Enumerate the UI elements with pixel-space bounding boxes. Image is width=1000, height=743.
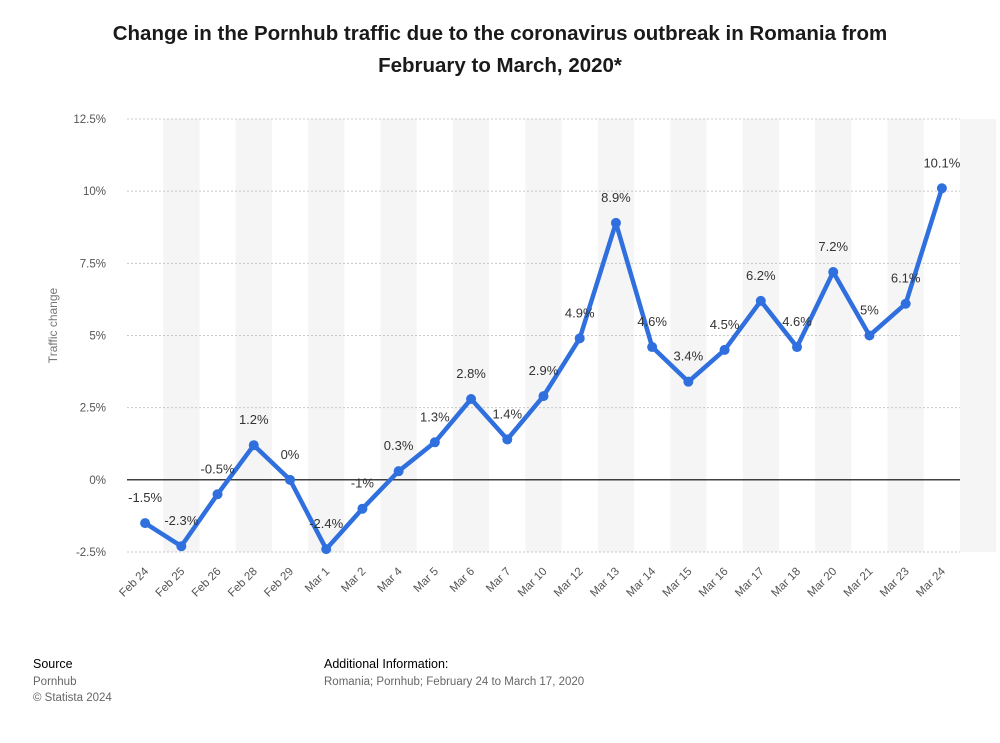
- additional-info-label: Additional Information:: [324, 657, 449, 671]
- data-point: [284, 474, 295, 485]
- data-point: [140, 518, 151, 529]
- data-point: [574, 333, 585, 344]
- source-label: Source: [33, 657, 73, 671]
- chart-title-line2: February to March, 2020*: [378, 54, 622, 77]
- source-name: Pornhub: [33, 676, 77, 688]
- x-tick-label: Mar 6: [448, 566, 477, 595]
- data-label: -1%: [351, 476, 375, 491]
- y-tick-label: 10%: [83, 186, 106, 198]
- x-tick-label: Feb 25: [154, 566, 188, 600]
- data-point: [321, 544, 332, 555]
- data-point: [683, 376, 694, 387]
- data-point: [610, 217, 621, 228]
- x-tick-label: Mar 2: [339, 566, 368, 595]
- x-tick-label: Mar 23: [878, 566, 912, 600]
- data-label: 1.2%: [239, 412, 269, 427]
- data-point: [719, 344, 730, 355]
- y-tick-label: 5%: [89, 331, 106, 343]
- data-label: 6.1%: [891, 271, 921, 286]
- x-tick-label: Feb 24: [117, 565, 151, 599]
- x-tick-label: Mar 17: [733, 566, 767, 600]
- data-label: 2.9%: [529, 363, 559, 378]
- data-label: 10.1%: [923, 155, 960, 170]
- y-axis-label: Traffic change: [46, 287, 60, 363]
- x-tick-label: Mar 12: [552, 566, 586, 600]
- data-point: [212, 489, 223, 500]
- data-point: [248, 440, 259, 451]
- data-point: [755, 295, 766, 306]
- copyright: © Statista 2024: [33, 692, 112, 704]
- column-band: [308, 119, 345, 552]
- x-tick-label: Mar 18: [769, 566, 803, 600]
- x-tick-label: Feb 28: [226, 566, 260, 600]
- x-tick-label: Mar 20: [806, 566, 840, 600]
- y-tick-label: -2.5%: [76, 547, 106, 559]
- data-point: [429, 437, 440, 448]
- x-tick-label: Mar 24: [914, 565, 948, 599]
- data-label: 7.2%: [818, 239, 848, 254]
- data-label: -1.5%: [128, 490, 162, 505]
- x-tick-label: Feb 29: [262, 566, 296, 600]
- data-label: 4.9%: [565, 305, 595, 320]
- y-tick-label: 2.5%: [80, 403, 106, 415]
- y-tick-label: 12.5%: [73, 114, 106, 126]
- data-point: [502, 434, 513, 445]
- x-tick-label: Mar 15: [661, 566, 695, 600]
- additional-info-text: Romania; Pornhub; February 24 to March 1…: [324, 676, 585, 688]
- data-label: 8.9%: [601, 190, 631, 205]
- chart-title-line1: Change in the Pornhub traffic due to the…: [112, 22, 888, 45]
- data-label: 0%: [281, 447, 300, 462]
- data-label: 6.2%: [746, 268, 776, 283]
- data-label: 1.3%: [420, 409, 450, 424]
- x-tick-label: Mar 21: [842, 566, 876, 600]
- data-point: [864, 330, 875, 341]
- column-band: [235, 119, 272, 552]
- x-tick-label: Feb 26: [190, 566, 224, 600]
- data-label: -2.4%: [309, 516, 343, 531]
- data-label: 1.4%: [492, 406, 522, 421]
- x-tick-label: Mar 4: [375, 565, 405, 595]
- data-point: [647, 342, 658, 353]
- data-label: 4.5%: [710, 317, 740, 332]
- x-tick-label: Mar 16: [697, 566, 731, 600]
- data-label: -2.3%: [164, 513, 198, 528]
- data-point: [936, 183, 947, 194]
- data-point: [176, 541, 187, 552]
- data-point: [466, 394, 477, 405]
- data-label: 3.4%: [674, 349, 704, 364]
- data-label: -0.5%: [201, 461, 235, 476]
- x-tick-label: Mar 1: [303, 566, 332, 595]
- data-point: [900, 298, 911, 309]
- data-point: [828, 266, 839, 277]
- data-point: [792, 342, 803, 353]
- y-tick-label: 7.5%: [80, 258, 106, 270]
- data-point: [538, 391, 549, 402]
- data-label: 4.6%: [782, 314, 812, 329]
- column-band: [960, 119, 997, 552]
- x-tick-label: Mar 7: [484, 566, 513, 595]
- data-label: 0.3%: [384, 438, 414, 453]
- x-tick-label: Mar 14: [624, 565, 658, 599]
- data-label: 4.6%: [637, 314, 667, 329]
- data-label: 5%: [860, 303, 879, 318]
- x-tick-label: Mar 10: [516, 566, 550, 600]
- data-point: [393, 466, 404, 477]
- x-tick-label: Mar 5: [412, 566, 441, 595]
- x-tick-label: Mar 13: [588, 566, 622, 600]
- data-label: 2.8%: [456, 366, 486, 381]
- chart-title: Change in the Pornhub traffic due to the…: [40, 18, 960, 82]
- y-tick-label: 0%: [89, 475, 106, 487]
- data-point: [357, 503, 368, 514]
